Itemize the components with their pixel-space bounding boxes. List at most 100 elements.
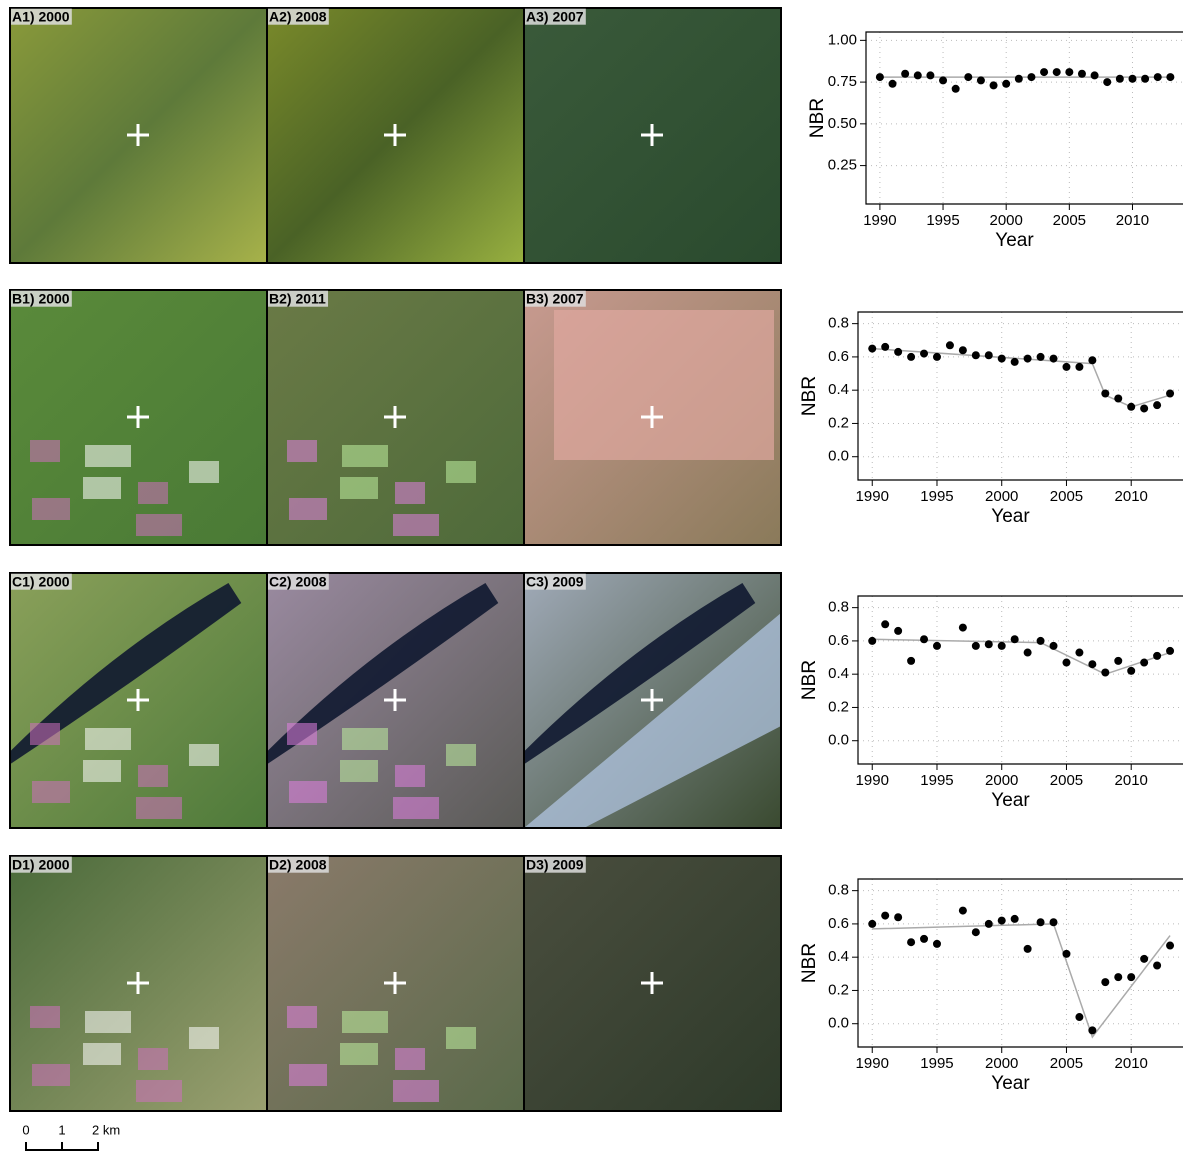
x-axis-title: Year — [995, 230, 1034, 251]
image-frame — [523, 289, 782, 546]
point — [1023, 944, 1032, 953]
point — [997, 916, 1006, 925]
point — [1075, 362, 1084, 371]
point — [894, 626, 903, 635]
point — [997, 354, 1006, 363]
y-tick-label: 0.0 — [828, 1015, 849, 1032]
point — [881, 911, 890, 920]
panel-label: B1) 2000 — [12, 291, 70, 307]
clearcut — [393, 514, 439, 536]
point — [1101, 978, 1110, 987]
panel-label: D2) 2008 — [269, 857, 327, 873]
point — [971, 928, 980, 937]
clearcut — [287, 440, 317, 462]
point — [1090, 71, 1099, 80]
point — [1114, 394, 1123, 403]
scale-label: 2 km — [92, 1122, 120, 1137]
point — [964, 73, 973, 82]
image-panel: B2) 2011 — [266, 289, 525, 546]
clearcut — [136, 797, 182, 819]
clearcut — [189, 461, 219, 483]
point — [1036, 918, 1045, 927]
fit-line — [872, 638, 1171, 675]
panel-label-bg — [268, 290, 329, 307]
point — [984, 919, 993, 928]
x-axis-title: Year — [991, 506, 1030, 527]
y-tick-label: 0.75 — [828, 73, 857, 90]
point — [1027, 73, 1036, 82]
point — [945, 341, 954, 350]
y-axis-title: NBR — [799, 376, 820, 416]
point — [1140, 954, 1149, 963]
y-axis-title: NBR — [807, 98, 828, 138]
point — [1023, 648, 1032, 657]
image-panel: A1) 2000 — [9, 7, 268, 264]
image-panel: B1) 2000 — [9, 289, 268, 546]
image-panel: D2) 2008 — [266, 855, 525, 1112]
point — [868, 636, 877, 645]
clearcut — [287, 1006, 317, 1028]
point — [1101, 389, 1110, 398]
point — [875, 73, 884, 82]
clearcut — [340, 1043, 378, 1065]
point — [1128, 74, 1137, 83]
panel-label-bg — [11, 573, 72, 590]
x-tick-label: 2010 — [1115, 772, 1148, 789]
panel-label-bg — [525, 856, 586, 873]
clearcut — [342, 728, 388, 750]
point — [907, 352, 916, 361]
point — [1127, 973, 1136, 982]
clearcut — [83, 760, 121, 782]
y-axis-title: NBR — [799, 943, 820, 983]
point — [1114, 973, 1123, 982]
point — [888, 79, 897, 88]
point — [1153, 651, 1162, 660]
scale-label: 0 — [22, 1122, 29, 1137]
panel-label-bg — [11, 8, 72, 25]
point — [976, 76, 985, 85]
plot-frame — [857, 311, 1183, 481]
clearcut — [395, 1048, 425, 1070]
point — [1023, 354, 1032, 363]
y-tick-label: 0.4 — [828, 948, 849, 965]
panel-label: C1) 2000 — [12, 574, 70, 590]
panel-label: A1) 2000 — [12, 9, 70, 25]
panel-label: D1) 2000 — [12, 857, 70, 873]
image-panel: A2) 2008 — [266, 7, 525, 264]
clearcut — [446, 1027, 476, 1049]
point — [1014, 74, 1023, 83]
clearcut — [32, 498, 70, 520]
point — [1040, 68, 1049, 77]
y-tick-label: 1.00 — [828, 31, 857, 48]
point — [1062, 658, 1071, 667]
point — [951, 84, 960, 93]
y-tick-label: 0.6 — [828, 632, 849, 649]
point — [881, 620, 890, 629]
point — [907, 656, 916, 665]
point — [1166, 73, 1175, 82]
point — [1010, 914, 1019, 923]
y-tick-label: 0.0 — [828, 732, 849, 749]
x-tick-label: 2000 — [985, 488, 1018, 505]
clearcut — [85, 445, 131, 467]
fit-line — [872, 347, 1171, 408]
plot-frame — [857, 595, 1183, 765]
point — [1049, 918, 1058, 927]
point — [1115, 74, 1124, 83]
point — [1088, 1026, 1097, 1035]
image-panel: C1) 2000 — [9, 572, 268, 829]
lake — [10, 583, 242, 765]
clearcut — [340, 760, 378, 782]
panel-label: A2) 2008 — [269, 9, 327, 25]
image-frame — [523, 855, 782, 1112]
clearcut — [287, 723, 317, 745]
point — [1049, 354, 1058, 363]
clearcut — [30, 1006, 60, 1028]
panel-label: B2) 2011 — [269, 291, 326, 307]
image-panel: C3) 2009 — [523, 572, 782, 829]
clearcut — [342, 445, 388, 467]
point — [1065, 68, 1074, 77]
point — [1075, 648, 1084, 657]
x-tick-label: 1995 — [920, 772, 953, 789]
